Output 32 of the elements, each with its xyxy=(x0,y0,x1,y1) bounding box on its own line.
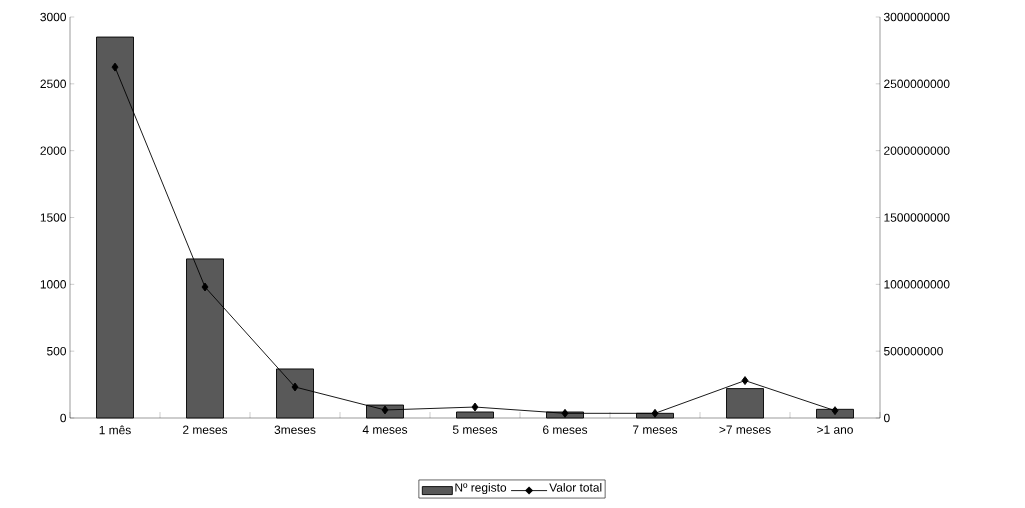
y2-tick-label: 2000000000 xyxy=(884,146,950,155)
x-tick-label: >1 ano xyxy=(817,425,853,434)
point xyxy=(651,408,659,418)
point xyxy=(111,62,119,72)
x-tick-label: 1 mês xyxy=(99,425,131,435)
y-tick-label: 0 xyxy=(60,413,67,423)
y2-tick-label: 1000000000 xyxy=(884,280,950,289)
x-tick-label: >7 meses xyxy=(719,425,771,434)
x-tick-label: 7 meses xyxy=(633,425,678,434)
y2-tick-label: 500000000 xyxy=(884,346,943,356)
y-tick-label: 1500 xyxy=(40,213,67,222)
x-tick-label: 6 meses xyxy=(543,425,588,434)
point xyxy=(741,376,749,386)
x-tick-label: 3meses xyxy=(274,425,316,434)
x-tick-label: 5 meses xyxy=(452,425,498,434)
y-tick-label: 3000 xyxy=(40,12,67,22)
y2-tick-label: 1500000000 xyxy=(884,213,950,222)
y-tick-label: 1000 xyxy=(40,280,67,289)
point xyxy=(201,282,209,292)
point xyxy=(561,408,569,418)
y2-tick-label: 2500000000 xyxy=(884,79,950,89)
x-tick-label: 4 meses xyxy=(362,425,408,434)
legend-label: Nº registo xyxy=(455,482,507,495)
point xyxy=(471,402,479,412)
y2-tick-label: 0 xyxy=(883,413,890,423)
x-tick-label: 2 meses xyxy=(183,425,228,434)
y-tick-label: 2000 xyxy=(40,146,67,155)
y-tick-label: 2500 xyxy=(40,79,67,89)
y2-tick-label: 3000000000 xyxy=(883,12,950,22)
legend-label: Valor total xyxy=(549,482,602,492)
point xyxy=(291,382,299,392)
y-tick-label: 500 xyxy=(47,346,67,356)
